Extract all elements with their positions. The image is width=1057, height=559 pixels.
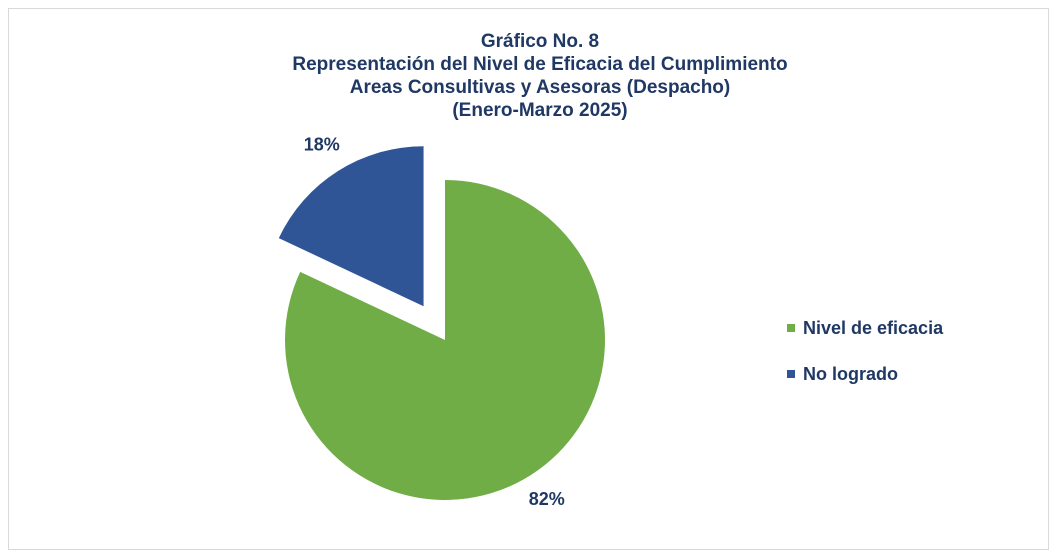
chart-title: Representación del Nivel de Eficacia del… bbox=[292, 54, 787, 75]
legend-label: Nivel de eficacia bbox=[803, 318, 944, 338]
legend-label: No logrado bbox=[803, 364, 898, 384]
chart-title: Areas Consultivas y Asesoras (Despacho) bbox=[350, 77, 731, 98]
legend-swatch bbox=[787, 370, 795, 378]
pie-slice bbox=[285, 180, 605, 500]
data-label: 18% bbox=[304, 135, 340, 155]
chart-title: (Enero-Marzo 2025) bbox=[452, 100, 627, 121]
pie-slice bbox=[278, 146, 424, 307]
chart-title: Gráfico No. 8 bbox=[481, 31, 599, 52]
legend-swatch bbox=[787, 324, 795, 332]
data-label: 82% bbox=[529, 489, 565, 509]
